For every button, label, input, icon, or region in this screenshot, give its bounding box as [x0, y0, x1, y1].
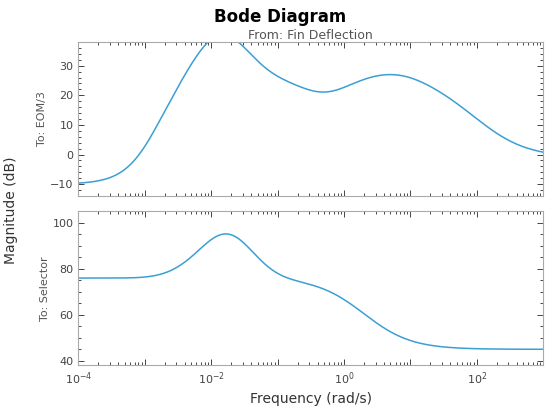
Text: Magnitude (dB): Magnitude (dB) — [4, 156, 18, 264]
X-axis label: Frequency (rad/s): Frequency (rad/s) — [250, 392, 372, 407]
Y-axis label: To: EOM/3: To: EOM/3 — [38, 92, 48, 147]
Y-axis label: To: Selector: To: Selector — [40, 256, 50, 321]
Title: From: Fin Deflection: From: Fin Deflection — [249, 29, 373, 42]
Text: Bode Diagram: Bode Diagram — [214, 8, 346, 26]
